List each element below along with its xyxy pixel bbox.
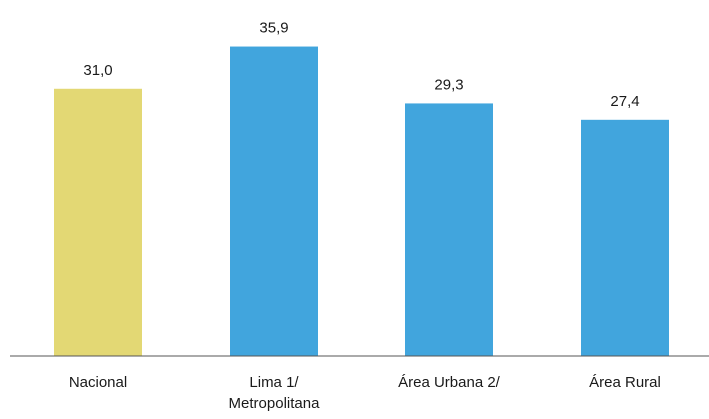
value-label-1: 35,9 <box>259 20 288 37</box>
bar-1 <box>230 46 318 357</box>
category-labels-group: Nacional Lima 1/Metropolitana Área Urbana … <box>69 374 661 412</box>
category-label-1-line-0: Lima 1/ <box>249 374 299 391</box>
bar-3 <box>581 119 669 356</box>
value-label-2: 29,3 <box>434 76 463 93</box>
value-labels-group: 31,0 35,9 29,3 27,4 <box>83 20 639 110</box>
category-label-2: Área Urbana 2/ <box>398 374 501 391</box>
bar-0 <box>54 88 142 356</box>
bars-group <box>54 46 669 357</box>
bar-2 <box>405 103 493 357</box>
category-label-0: Nacional <box>69 374 127 391</box>
value-label-0: 31,0 <box>83 62 112 79</box>
category-label-3: Área Rural <box>589 374 661 391</box>
value-label-3: 27,4 <box>610 93 639 110</box>
category-label-1-line-1: Metropolitana <box>229 395 321 412</box>
